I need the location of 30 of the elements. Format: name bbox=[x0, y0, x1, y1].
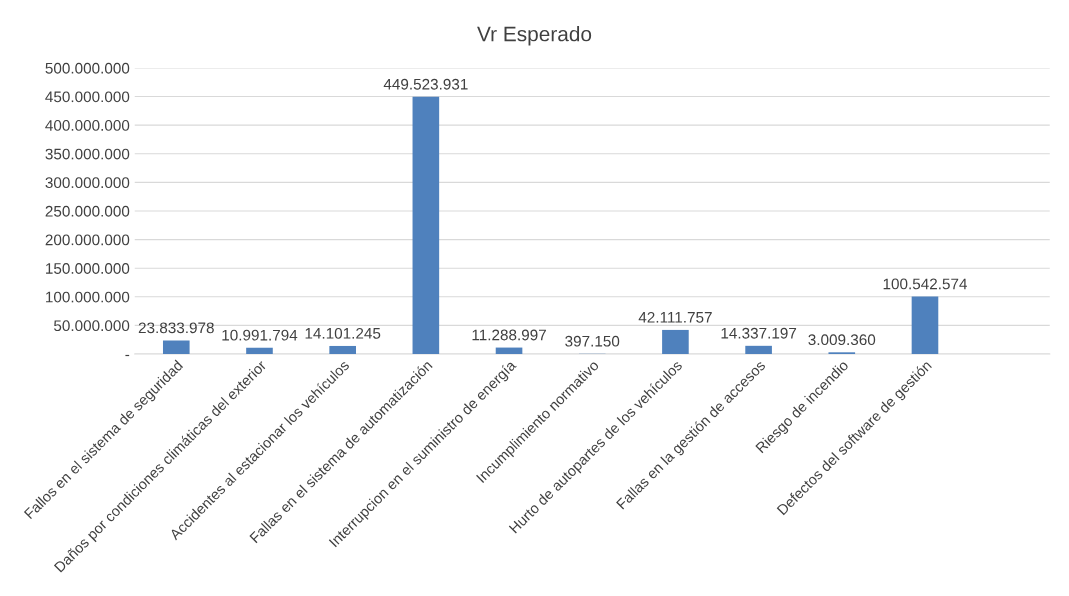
bar bbox=[246, 347, 273, 355]
data-label: 449.523.931 bbox=[383, 78, 468, 90]
data-label: 100.542.574 bbox=[883, 278, 968, 290]
chart-title: Vr Esperado bbox=[477, 26, 592, 46]
bar bbox=[911, 296, 939, 355]
data-label: 11.288.997 bbox=[472, 329, 546, 341]
bar bbox=[162, 340, 190, 355]
y-tick-label: 500.000.000 bbox=[45, 62, 130, 74]
y-tick-label: - bbox=[125, 354, 130, 357]
bar bbox=[412, 96, 440, 355]
data-label: 42.111.757 bbox=[638, 311, 712, 323]
y-tick-label: 300.000.000 bbox=[45, 177, 130, 189]
y-tick-label: 50.000.000 bbox=[53, 320, 130, 332]
bar bbox=[662, 329, 689, 355]
y-tick-label: 450.000.000 bbox=[45, 91, 130, 103]
data-label: 10.991.794 bbox=[222, 329, 298, 341]
bar bbox=[495, 347, 523, 355]
data-label: 3.009.360 bbox=[808, 334, 876, 346]
y-tick-label: 350.000.000 bbox=[45, 148, 130, 160]
data-label: 14.337.197 bbox=[721, 327, 797, 339]
data-label: 14.101.245 bbox=[305, 327, 381, 339]
y-tick-label: 400.000.000 bbox=[45, 120, 130, 131]
data-label: 23.833.978 bbox=[138, 322, 214, 334]
y-tick-label: 200.000.000 bbox=[45, 234, 130, 246]
y-tick-label: 250.000.000 bbox=[45, 205, 130, 217]
y-tick-label: 150.000.000 bbox=[46, 263, 130, 274]
bar bbox=[329, 345, 356, 355]
data-label: 397.150 bbox=[565, 335, 620, 347]
bar bbox=[745, 345, 772, 355]
y-tick-label: 100.000.000 bbox=[46, 291, 130, 303]
